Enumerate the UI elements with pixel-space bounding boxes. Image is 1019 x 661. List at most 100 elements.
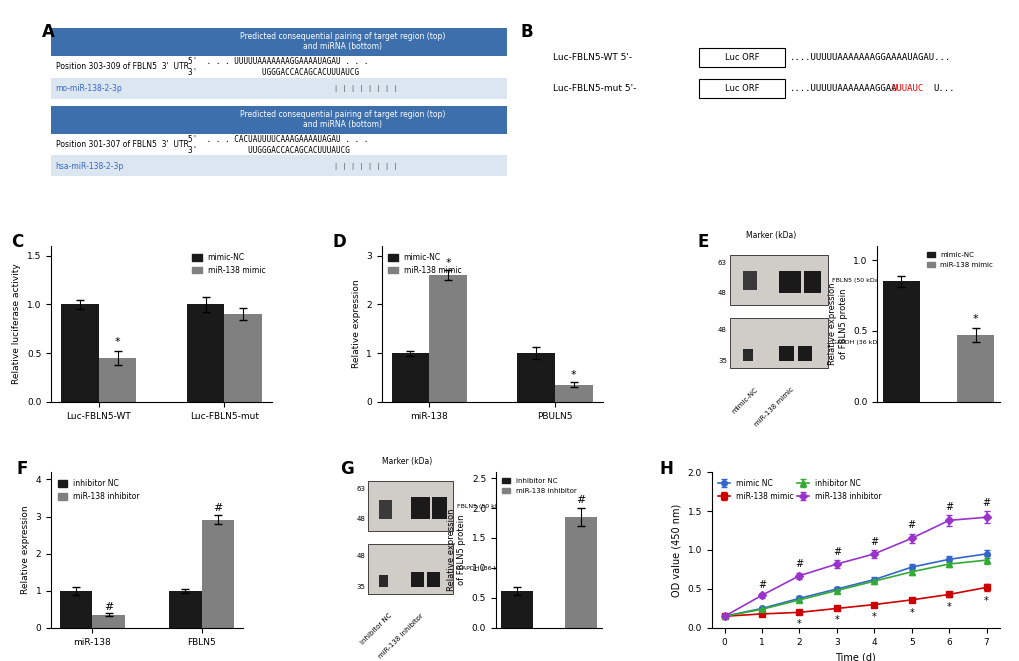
Legend: mimic-NC, miR-138 mimic: mimic-NC, miR-138 mimic: [385, 250, 464, 278]
Bar: [432, 497, 446, 519]
Text: U...: U...: [932, 84, 954, 93]
Bar: [99, 358, 137, 402]
Text: 5'  . . . CACUAUUUUCAAAGAAAAUAGAU . . .: 5' . . . CACUAUUUUCAAAGAAAAUAGAU . . .: [187, 136, 368, 144]
Bar: [178, 28, 506, 56]
Text: inhibitor NC: inhibitor NC: [359, 612, 392, 646]
Text: miR-138 inhibitor: miR-138 inhibitor: [377, 612, 424, 660]
Text: Luc ORF: Luc ORF: [723, 53, 758, 61]
Y-axis label: Relative expression: Relative expression: [21, 506, 30, 594]
Bar: [61, 305, 99, 402]
Text: UUUAUC: UUUAUC: [891, 84, 922, 93]
Text: Marker (kDa): Marker (kDa): [382, 457, 432, 466]
Text: ....UUUUUAAAAAAAGGAAAAUAGAU...: ....UUUUUAAAAAAAGGAAAAUAGAU...: [789, 53, 950, 61]
X-axis label: Time (d): Time (d): [835, 652, 875, 661]
Bar: [51, 28, 178, 56]
Bar: [554, 385, 592, 402]
Text: 48: 48: [717, 327, 727, 333]
Y-axis label: OD value (450 nm): OD value (450 nm): [672, 504, 682, 597]
Bar: [202, 520, 234, 628]
Text: #: #: [907, 520, 915, 531]
Legend: inhibitor NC, miR-138 inhibitor: inhibitor NC, miR-138 inhibitor: [499, 475, 579, 496]
Bar: [882, 282, 919, 402]
Text: mo-miR-138-2-3p: mo-miR-138-2-3p: [55, 84, 122, 93]
Text: Predicted consequential pairing of target region (top)
and miRNA (bottom): Predicted consequential pairing of targe…: [239, 32, 445, 52]
Text: *: *: [983, 596, 987, 606]
Bar: [186, 305, 224, 402]
Text: *: *: [908, 607, 913, 617]
Text: *: *: [834, 615, 839, 625]
Bar: [411, 497, 430, 519]
Text: 3'              UGGGACCACAGCACUUUAUCG: 3' UGGGACCACAGCACUUUAUCG: [187, 67, 359, 77]
Text: FBLN5 (50 kDa): FBLN5 (50 kDa): [832, 278, 880, 283]
Text: D: D: [332, 233, 346, 251]
Text: B: B: [521, 23, 533, 41]
Bar: [426, 572, 439, 588]
Text: Position 303-309 of FBLN5  3'  UTR: Position 303-309 of FBLN5 3' UTR: [55, 62, 189, 71]
Bar: [379, 575, 387, 588]
Bar: [51, 77, 506, 99]
Text: 63: 63: [356, 486, 365, 492]
Bar: [803, 271, 820, 293]
Text: Predicted consequential pairing of target region (top)
and miRNA (bottom): Predicted consequential pairing of targe…: [239, 110, 445, 130]
Text: ....UUUUUAAAAAAAGGAA: ....UUUUUAAAAAAAGGAA: [789, 84, 897, 93]
Text: #: #: [104, 602, 113, 611]
Text: A: A: [42, 23, 55, 41]
Bar: [51, 155, 506, 177]
Bar: [797, 346, 812, 362]
Bar: [779, 271, 801, 293]
Bar: [224, 314, 262, 402]
Text: H: H: [659, 459, 673, 477]
Text: #: #: [832, 547, 840, 557]
Bar: [956, 335, 994, 402]
Text: E: E: [697, 233, 708, 251]
Text: 48: 48: [356, 553, 365, 559]
Text: hsa-miR-138-2-3p: hsa-miR-138-2-3p: [55, 162, 123, 171]
Y-axis label: Relative luciferase activity: Relative luciferase activity: [12, 264, 21, 384]
Text: #: #: [869, 537, 877, 547]
Text: *: *: [571, 370, 576, 380]
Legend: mimic-NC, miR-138 mimic: mimic-NC, miR-138 mimic: [190, 250, 268, 278]
Text: *: *: [115, 337, 120, 347]
Text: #: #: [981, 498, 989, 508]
Y-axis label: Relative expression
of FBLN5 protein: Relative expression of FBLN5 protein: [446, 509, 466, 591]
Legend: inhibitor NC, miR-138 inhibitor: inhibitor NC, miR-138 inhibitor: [55, 476, 143, 504]
Bar: [730, 318, 827, 368]
Text: #: #: [576, 495, 585, 505]
Text: miR-138 mimic: miR-138 mimic: [753, 386, 795, 428]
Bar: [742, 271, 757, 290]
Bar: [51, 56, 506, 77]
Text: 63: 63: [717, 260, 727, 266]
Bar: [169, 591, 202, 628]
Text: C: C: [11, 233, 23, 251]
Bar: [379, 500, 391, 519]
Bar: [742, 349, 752, 362]
Y-axis label: Relative expression: Relative expression: [352, 280, 360, 368]
Text: Marker (kDa): Marker (kDa): [746, 231, 796, 240]
Text: mimic-NC: mimic-NC: [730, 386, 758, 414]
Text: Luc-FBLN5-mut 5'-: Luc-FBLN5-mut 5'-: [552, 84, 636, 93]
Y-axis label: Relative expression
of FBLN5 protein: Relative expression of FBLN5 protein: [827, 283, 847, 365]
Text: *: *: [445, 258, 450, 268]
Text: | | | | | | | |: | | | | | | | |: [333, 163, 397, 170]
Text: FBLN5 (50 kDa): FBLN5 (50 kDa): [457, 504, 505, 509]
Bar: [565, 517, 597, 628]
Bar: [517, 353, 554, 402]
Text: #: #: [945, 502, 952, 512]
Text: GAPDH (36 kDa): GAPDH (36 kDa): [457, 566, 507, 571]
Bar: [60, 591, 93, 628]
Text: #: #: [757, 580, 765, 590]
Bar: [730, 255, 827, 305]
Text: *: *: [946, 602, 951, 612]
Text: *: *: [871, 611, 875, 621]
Text: Luc-FBLN5-WT 5'-: Luc-FBLN5-WT 5'-: [552, 53, 631, 61]
Bar: [368, 481, 453, 531]
Text: #: #: [795, 559, 803, 570]
Bar: [51, 134, 506, 155]
Text: 3'           UUGGGACCACAGCACUUUAUCG: 3' UUGGGACCACAGCACUUUAUCG: [187, 145, 350, 155]
Bar: [391, 353, 429, 402]
Text: 48: 48: [717, 290, 727, 295]
Text: *: *: [796, 619, 801, 629]
Text: 35: 35: [356, 584, 365, 590]
Legend: mimic NC, miR-138 mimic, inhibitor NC, miR-138 inhibitor: mimic NC, miR-138 mimic, inhibitor NC, m…: [714, 476, 883, 504]
FancyBboxPatch shape: [698, 48, 785, 67]
